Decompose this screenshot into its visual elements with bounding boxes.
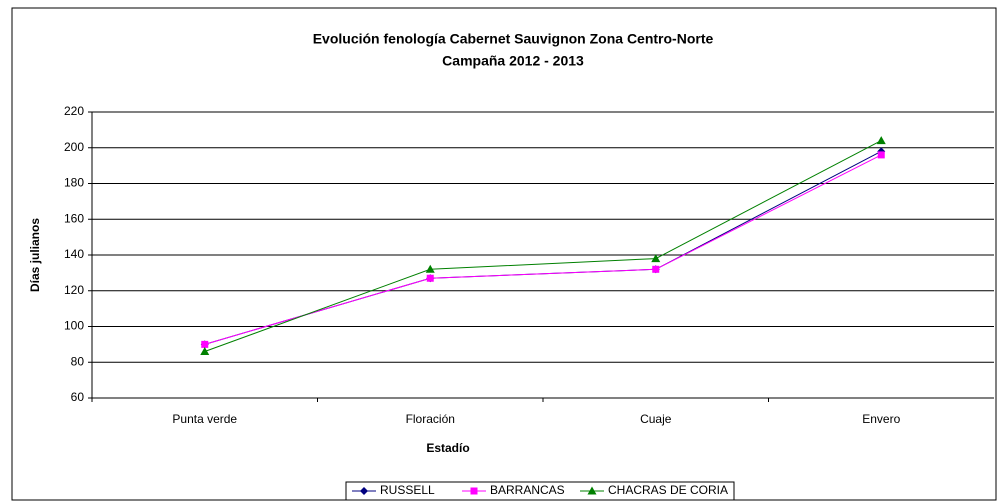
marker — [360, 487, 368, 495]
marker — [877, 151, 885, 159]
legend-label: CHACRAS DE CORIA — [608, 483, 728, 497]
y-tick-label: 160 — [64, 211, 84, 225]
marker — [876, 136, 886, 145]
marker — [652, 265, 660, 273]
y-tick-label: 80 — [71, 354, 85, 368]
x-tick-label: Envero — [862, 412, 900, 426]
y-tick-label: 220 — [64, 104, 84, 118]
chart-subtitle: Campaña 2012 - 2013 — [442, 53, 584, 69]
marker — [651, 254, 661, 263]
x-axis-label: Estadío — [426, 441, 469, 455]
y-tick-label: 140 — [64, 247, 84, 261]
marker — [200, 347, 210, 356]
legend-box — [345, 481, 735, 501]
y-axis-label: Días julianos — [28, 218, 42, 292]
x-tick-label: Floración — [406, 412, 455, 426]
y-tick-label: 100 — [64, 319, 84, 333]
legend-label: BARRANCAS — [490, 483, 565, 497]
marker — [425, 264, 435, 273]
x-tick-label: Cuaje — [640, 412, 672, 426]
y-tick-label: 180 — [64, 176, 84, 190]
marker — [201, 340, 209, 348]
marker — [470, 487, 478, 495]
y-tick-label: 200 — [64, 140, 84, 154]
chart-frame — [11, 7, 997, 501]
x-tick-label: Punta verde — [172, 412, 237, 426]
marker — [587, 486, 597, 495]
y-tick-label: 120 — [64, 283, 84, 297]
chart-title: Evolución fenología Cabernet Sauvignon Z… — [313, 31, 714, 47]
marker — [426, 274, 434, 282]
legend-label: RUSSELL — [380, 483, 435, 497]
y-tick-label: 60 — [71, 390, 85, 404]
series-line — [204, 154, 882, 345]
series-line — [204, 140, 882, 352]
